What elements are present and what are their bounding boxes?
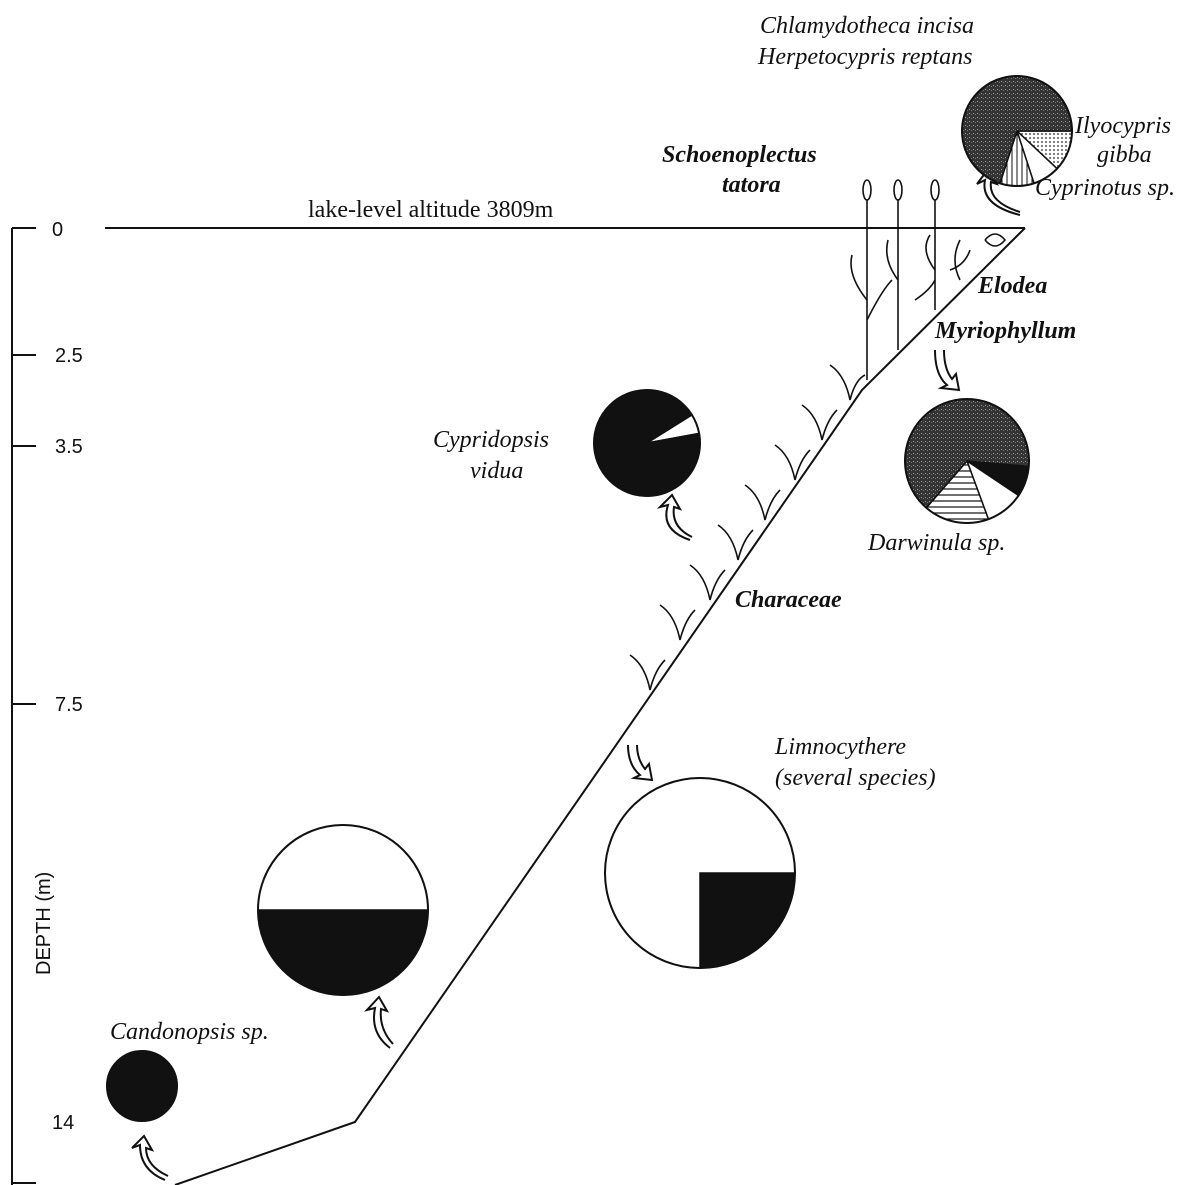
- species-label: Ilyocypris: [1074, 113, 1171, 139]
- depth-ticks: [12, 228, 36, 1183]
- species-label: Cypridopsis: [433, 427, 549, 453]
- lake-level-label: lake-level altitude 3809m: [308, 197, 554, 223]
- plant-label: Myriophyllum: [934, 318, 1076, 344]
- species-label: Limnocythere: [774, 734, 906, 760]
- depth-tick-label: 14: [52, 1112, 74, 1134]
- diagram: 0 2.5 3.5 7.5 14 DEPTH (m) lake-level al…: [0, 0, 1197, 1185]
- pie-slice: [258, 910, 428, 995]
- species-label: Candonopsis sp.: [110, 1019, 269, 1045]
- depth-tick-label: 2.5: [55, 345, 83, 367]
- species-label: (several species): [775, 765, 936, 791]
- depth-axis-title: DEPTH (m): [33, 872, 55, 975]
- plant-label: Schoenoplectus: [662, 142, 817, 168]
- pies: [107, 76, 1072, 1121]
- pie-slice: [258, 825, 428, 910]
- pie-slice: [700, 873, 795, 968]
- species-label: Chlamydotheca incisa: [760, 13, 974, 39]
- plant-label: tatora: [722, 172, 781, 198]
- species-label: Darwinula sp.: [867, 530, 1005, 556]
- species-label: gibba: [1097, 142, 1152, 168]
- species-label: Herpetocypris reptans: [757, 44, 972, 70]
- depth-tick-label: 3.5: [55, 436, 83, 458]
- depth-tick-label: 0: [52, 219, 63, 241]
- species-label: vidua: [470, 458, 523, 484]
- lake-profile: [175, 228, 1025, 1185]
- plant-label: Elodea: [977, 273, 1047, 299]
- species-label: Cyprinotus sp.: [1035, 175, 1175, 201]
- depth-tick-label: 7.5: [55, 694, 83, 716]
- plant-label: Characeae: [735, 587, 842, 613]
